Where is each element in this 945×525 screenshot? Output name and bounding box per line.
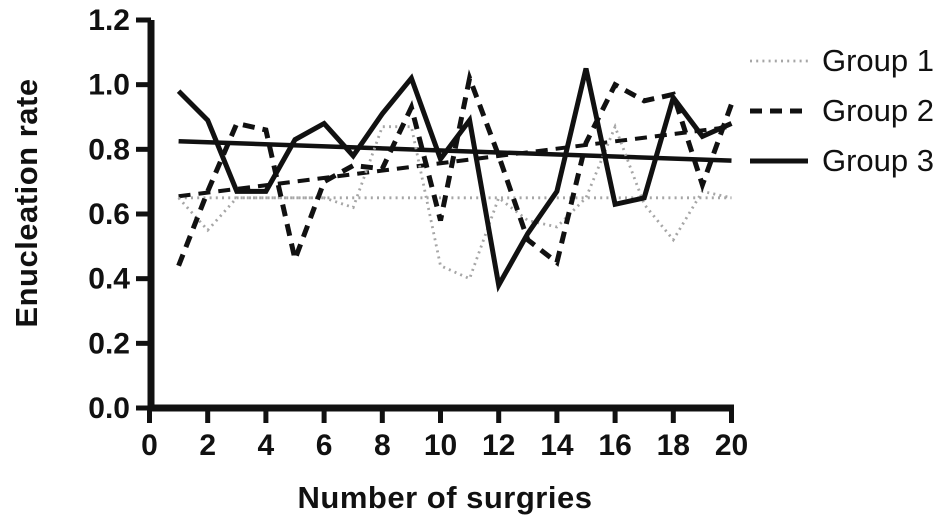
y-tick-label: 1.2 xyxy=(88,4,130,37)
x-tick-label: 20 xyxy=(715,429,748,462)
x-tick-label: 12 xyxy=(482,429,515,462)
legend-line-sample-group-1 xyxy=(750,59,808,63)
x-tick-label: 2 xyxy=(199,429,216,462)
x-tick-label: 16 xyxy=(598,429,631,462)
legend-label-group-2: Group 2 xyxy=(822,93,935,128)
legend-label-group-1: Group 1 xyxy=(822,43,935,78)
legend-line-sample-group-3 xyxy=(750,158,808,164)
x-tick-label: 8 xyxy=(374,429,391,462)
trend-line-group-2 xyxy=(178,124,732,199)
legend: Group 1 Group 2 Group 3 xyxy=(748,36,945,186)
legend-item-group-3: Group 3 xyxy=(748,136,945,186)
y-tick-label: 1.0 xyxy=(88,69,130,102)
series-line-group-2 xyxy=(176,69,734,268)
trend-line-group-3 xyxy=(178,139,732,163)
x-tick-label: 4 xyxy=(258,429,275,462)
y-axis-title: Enucleation rate xyxy=(9,78,44,328)
x-tick-label: 18 xyxy=(657,429,690,462)
legend-label-group-3: Group 3 xyxy=(822,143,935,178)
y-tick-label: 0.8 xyxy=(88,133,130,166)
y-tick-label: 0.0 xyxy=(88,392,130,425)
legend-item-group-2: Group 2 xyxy=(748,86,945,136)
x-tick-label: 10 xyxy=(424,429,457,462)
y-tick-label: 0.6 xyxy=(88,198,130,231)
y-tick-label: 0.4 xyxy=(88,263,130,296)
legend-line-sample-group-2 xyxy=(750,108,808,114)
axes: 0.0 0.2 0.4 0.6 0.8 1.0 1.2 0 2 4 6 8 10 12 14 16 18 20 xyxy=(88,4,748,462)
y-tick-label: 0.2 xyxy=(88,327,130,360)
x-axis-title: Number of surgries xyxy=(297,480,593,515)
x-tick-label: 6 xyxy=(316,429,333,462)
x-tick-label: 14 xyxy=(540,429,574,462)
x-tick-label: 0 xyxy=(141,429,158,462)
series-line-group-3 xyxy=(176,67,733,293)
legend-item-group-1: Group 1 xyxy=(748,36,945,86)
series-line-group-1 xyxy=(177,122,732,281)
